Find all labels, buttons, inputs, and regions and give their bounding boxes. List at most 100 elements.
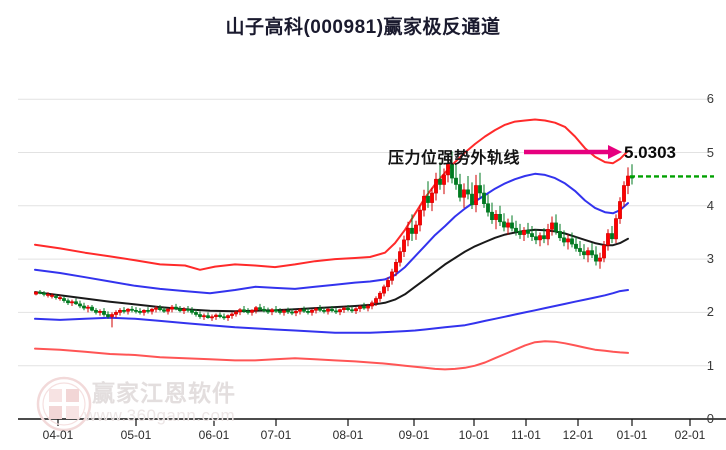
candle-body	[106, 314, 110, 317]
candle-body	[34, 291, 38, 295]
candle-body	[314, 308, 318, 311]
series-1	[34, 172, 629, 295]
candle-body	[118, 309, 122, 313]
candle-body	[74, 301, 78, 305]
candle-body	[158, 307, 162, 311]
y-axis-label: 6	[706, 91, 714, 107]
candle-body	[286, 310, 290, 313]
series-4	[34, 340, 629, 371]
x-axis-label: 10-01	[458, 428, 490, 442]
candle-body	[102, 310, 106, 315]
candle-body	[150, 308, 154, 312]
series-3	[34, 289, 629, 334]
candle-body	[174, 306, 178, 310]
candle-body	[350, 309, 354, 312]
candle-body	[478, 185, 482, 194]
candle-body	[358, 306, 362, 309]
candle-body	[218, 314, 222, 318]
candle-body	[438, 178, 442, 185]
candle-body	[486, 203, 490, 213]
candle-body	[254, 307, 258, 311]
candle-body	[402, 239, 406, 252]
candle-body	[98, 310, 102, 313]
candle-body	[362, 306, 366, 309]
candle-body	[542, 235, 546, 240]
candle-body	[154, 307, 158, 310]
candle-body	[330, 308, 334, 312]
candle-body	[54, 296, 58, 298]
channel-line	[34, 118, 629, 271]
candle-body	[86, 306, 90, 309]
candle-body	[138, 310, 142, 313]
candle-body	[182, 308, 186, 312]
x-axis-label: 01-01	[616, 428, 648, 442]
candle-body	[334, 310, 338, 313]
candle-body	[554, 222, 558, 232]
candle-body	[442, 174, 446, 185]
candle-body	[162, 309, 166, 312]
candle-body	[250, 309, 254, 313]
candle-body	[230, 313, 234, 316]
y-axis-label: 3	[706, 251, 714, 267]
candle-body	[410, 227, 414, 234]
page-title: 山子高科(000981)赢家极反通道	[225, 17, 501, 38]
candle-body	[470, 193, 474, 206]
candle-body	[594, 254, 598, 262]
candle-body	[570, 238, 574, 245]
candle-body	[114, 312, 118, 315]
channel-line	[34, 340, 629, 371]
candle-body	[482, 192, 486, 204]
candle-body	[58, 297, 62, 300]
candle-body	[142, 309, 146, 313]
candle-body	[450, 163, 454, 179]
candle-body	[626, 175, 630, 186]
candle-body	[502, 221, 506, 228]
candle-body	[430, 192, 434, 203]
x-axis-label: 08-01	[332, 428, 364, 442]
candle-body	[282, 310, 286, 313]
candle-body	[90, 306, 94, 311]
candle-body	[406, 227, 410, 241]
candle-body	[146, 309, 150, 312]
candle-body	[498, 214, 502, 223]
candle-body	[70, 301, 74, 304]
arrow-head	[608, 145, 622, 159]
x-axis-label: 11-01	[511, 428, 541, 442]
candle-body	[206, 315, 210, 319]
annotation-label: 压力位强势外轨线	[388, 150, 521, 167]
candle-body	[374, 298, 378, 304]
candle-body	[466, 189, 470, 195]
candle-body	[414, 224, 418, 234]
candle-body	[590, 250, 594, 256]
candle-body	[222, 316, 226, 319]
candle-body	[618, 201, 622, 219]
candle-body	[294, 310, 298, 314]
candle-body	[326, 308, 330, 312]
candle-body	[518, 231, 522, 235]
candle-body	[394, 261, 398, 273]
candle-body	[538, 235, 542, 241]
candle-body	[210, 316, 214, 319]
candle-body	[126, 308, 130, 312]
candle-body	[546, 229, 550, 240]
y-axis-label: 1	[706, 357, 714, 373]
y-axis-label: 5	[706, 144, 714, 160]
candle-body	[346, 307, 350, 311]
candle-body	[558, 231, 562, 239]
candle-body	[510, 222, 514, 229]
candle-body	[242, 309, 246, 312]
x-axis-label: 04-01	[42, 428, 74, 442]
candle-body	[166, 308, 170, 312]
channel-line	[34, 172, 629, 295]
candle-body	[302, 309, 306, 312]
candle-body	[234, 311, 238, 315]
candle-body	[46, 293, 50, 296]
candle-body	[226, 315, 230, 319]
candle-body	[522, 230, 526, 235]
candle-body	[130, 308, 134, 311]
x-axis-label: 07-01	[260, 428, 292, 442]
candle-body	[506, 222, 510, 228]
x-axis-label: 02-01	[674, 428, 706, 442]
